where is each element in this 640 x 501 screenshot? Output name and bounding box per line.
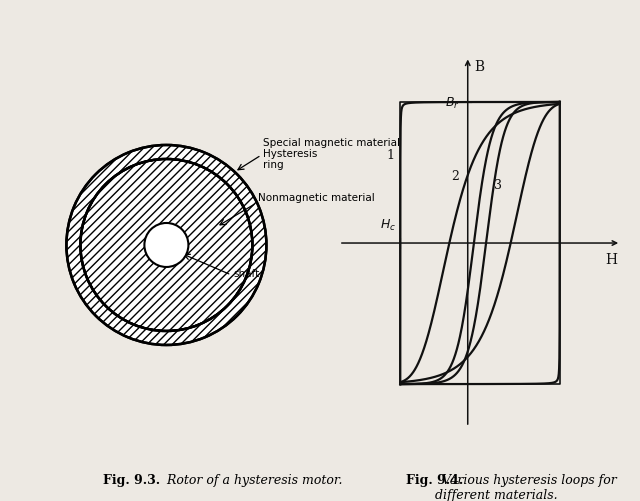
Text: different materials.: different materials. — [435, 488, 558, 501]
Text: Fig. 9.4.: Fig. 9.4. — [406, 473, 463, 486]
Text: $H_c$: $H_c$ — [381, 217, 397, 232]
Text: Fig. 9.3.: Fig. 9.3. — [103, 473, 160, 486]
Text: Nonmagnetic material: Nonmagnetic material — [259, 192, 375, 202]
Text: 2: 2 — [452, 170, 460, 183]
Text: $B_r$: $B_r$ — [445, 95, 459, 110]
Text: shaft: shaft — [234, 269, 260, 279]
Text: Various hysteresis loops for: Various hysteresis loops for — [438, 473, 617, 486]
Circle shape — [145, 223, 188, 268]
Text: Special magnetic material: Special magnetic material — [264, 138, 401, 148]
Text: Rotor of a hysteresis motor.: Rotor of a hysteresis motor. — [163, 473, 342, 486]
Circle shape — [81, 160, 252, 331]
Text: ring: ring — [264, 160, 284, 170]
Text: 3: 3 — [495, 178, 502, 191]
Text: H: H — [605, 252, 618, 266]
Text: B: B — [474, 60, 484, 74]
Text: 1: 1 — [386, 149, 394, 162]
Text: Hysteresis: Hysteresis — [264, 149, 318, 159]
